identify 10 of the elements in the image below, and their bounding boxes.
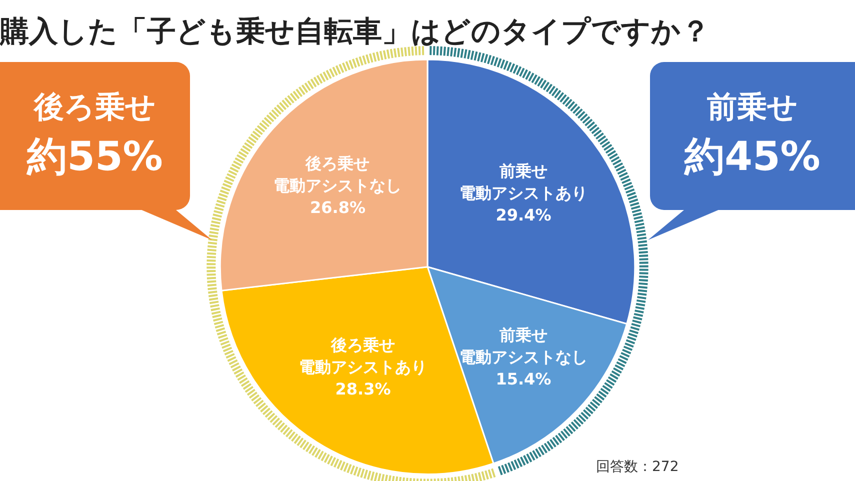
data-label: 15.4%: [496, 370, 552, 389]
slice-label: 前乗せ電動アシストあり: [460, 162, 588, 203]
speech-bubble: 後ろ乗せ約55%: [0, 62, 190, 210]
data-label: 29.4%: [496, 206, 552, 225]
slice-label: 後ろ乗せ電動アシストあり: [299, 336, 427, 377]
data-label: 26.8%: [310, 198, 366, 218]
data-label: 28.3%: [335, 380, 391, 399]
slice-label: 前乗せ電動アシストなし: [459, 326, 588, 367]
text: 回答数：272: [596, 458, 679, 476]
slice-label: 後ろ乗せ電動アシストなし: [274, 154, 402, 196]
